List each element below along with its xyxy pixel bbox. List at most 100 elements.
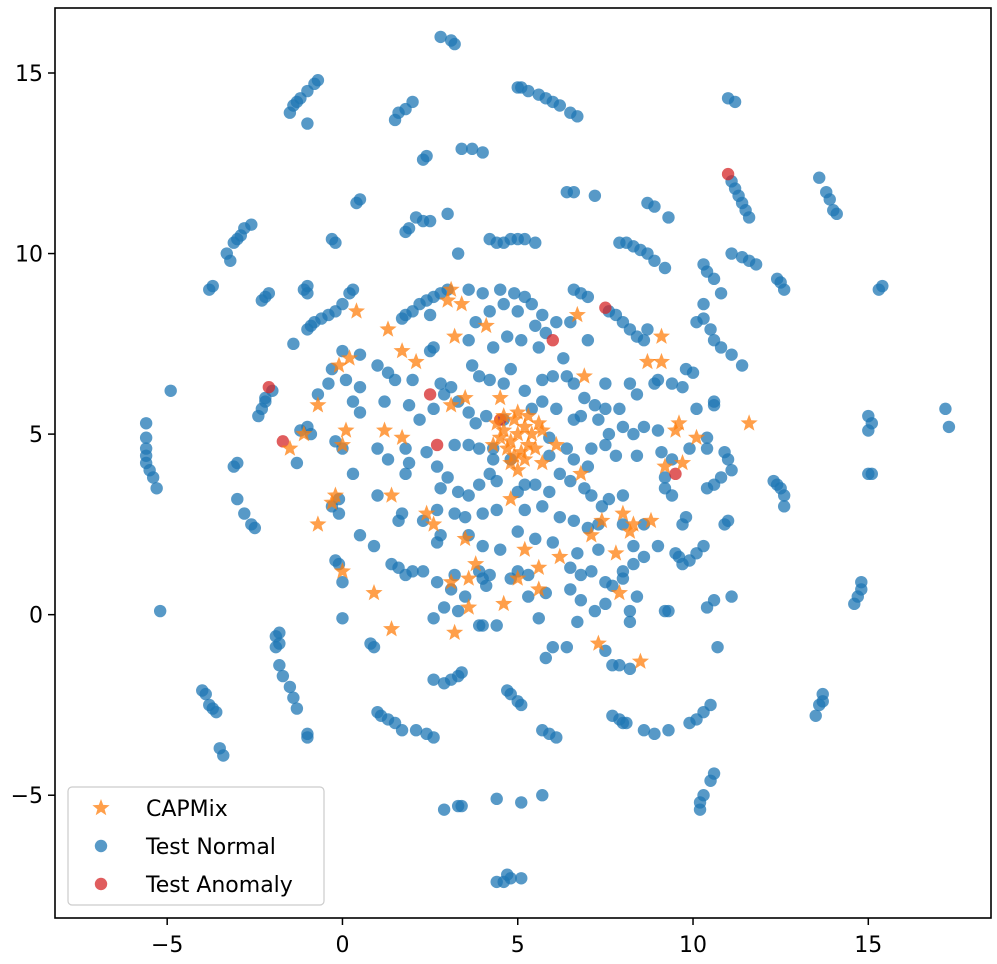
normal-point [402,456,416,470]
capmix-point [505,410,523,427]
normal-point [430,575,444,589]
normal-point [585,565,598,578]
normal-point [353,380,367,394]
normal-point [146,471,160,484]
capmix-point [495,407,513,424]
normal-point [378,395,391,408]
normal-point [515,796,528,809]
normal-point [301,287,314,300]
normal-point [567,185,581,199]
normal-point [588,604,602,618]
capmix-point [460,569,478,586]
normal-point [697,312,710,325]
normal-point [451,604,465,618]
normal-point [616,518,630,531]
capmix-point [533,421,551,438]
normal-point [777,283,791,296]
normal-point [830,207,843,221]
normal-point [725,247,738,260]
normal-point [406,565,419,578]
normal-point [367,640,381,654]
normal-point [458,510,472,524]
normal-point [529,478,542,491]
normal-point [476,287,489,300]
y-tick-label: 0 [29,604,43,629]
normal-point [939,402,952,416]
normal-point [725,348,738,361]
normal-point [353,529,367,542]
normal-point [676,557,689,571]
anomaly-point [423,388,437,401]
normal-point [518,232,531,246]
capmix-point [488,414,506,431]
legend-marker-normal [94,839,108,853]
series-test-normal [139,30,956,889]
normal-point [536,373,549,387]
capmix-point [425,515,443,532]
legend-label: Test Normal [145,835,276,860]
normal-point [406,373,419,387]
capmix-point [502,454,520,471]
normal-point [497,297,510,311]
capmix-point [509,425,527,442]
normal-point [550,315,563,329]
normal-point [725,590,738,603]
normal-point [416,153,430,166]
normal-point [665,377,679,390]
normal-point [455,666,468,679]
capmix-point [526,439,544,456]
normal-point [336,612,349,625]
normal-point [602,492,616,506]
normal-point [487,341,500,354]
capmix-point [519,435,537,453]
normal-point [494,283,507,296]
capmix-point [456,389,474,406]
normal-point [479,409,493,423]
normal-point [518,384,531,397]
normal-point [451,485,465,499]
normal-point [721,514,735,527]
normal-point [704,774,717,787]
capmix-point [652,352,670,370]
normal-point [283,106,297,119]
normal-point [564,561,577,574]
axis-ticks: −5 0 5 10 15 −5 0 5 10 15 [11,62,883,958]
capmix-point [477,316,495,334]
normal-point [515,698,528,712]
normal-point [437,803,451,816]
normal-point [813,698,826,712]
capmix-point [393,428,411,445]
normal-point [203,283,216,296]
normal-point [322,377,335,390]
normal-point [529,236,542,249]
anomaly-point [669,467,682,481]
normal-point [700,482,714,495]
normal-point [427,402,440,416]
normal-point [707,272,721,286]
normal-point [665,489,679,502]
normal-point [630,388,644,401]
normal-point [658,471,672,484]
normal-point [423,214,437,228]
capmix-point [509,569,527,586]
normal-point [676,380,689,394]
normal-point [655,445,668,459]
normal-point [609,449,623,462]
normal-point [714,287,728,300]
normal-point [427,731,440,744]
normal-point [564,583,577,596]
capmix-point [467,555,485,572]
normal-point [557,352,570,365]
normal-point [564,474,577,488]
x-tick-label: 5 [511,933,525,958]
capmix-point [365,584,383,601]
capmix-point [295,425,313,442]
normal-point [476,619,489,632]
normal-point [777,500,791,513]
normal-point [627,557,640,571]
normal-point [599,597,612,611]
normal-point [578,391,591,405]
normal-point [287,337,300,351]
capmix-point [516,540,534,557]
